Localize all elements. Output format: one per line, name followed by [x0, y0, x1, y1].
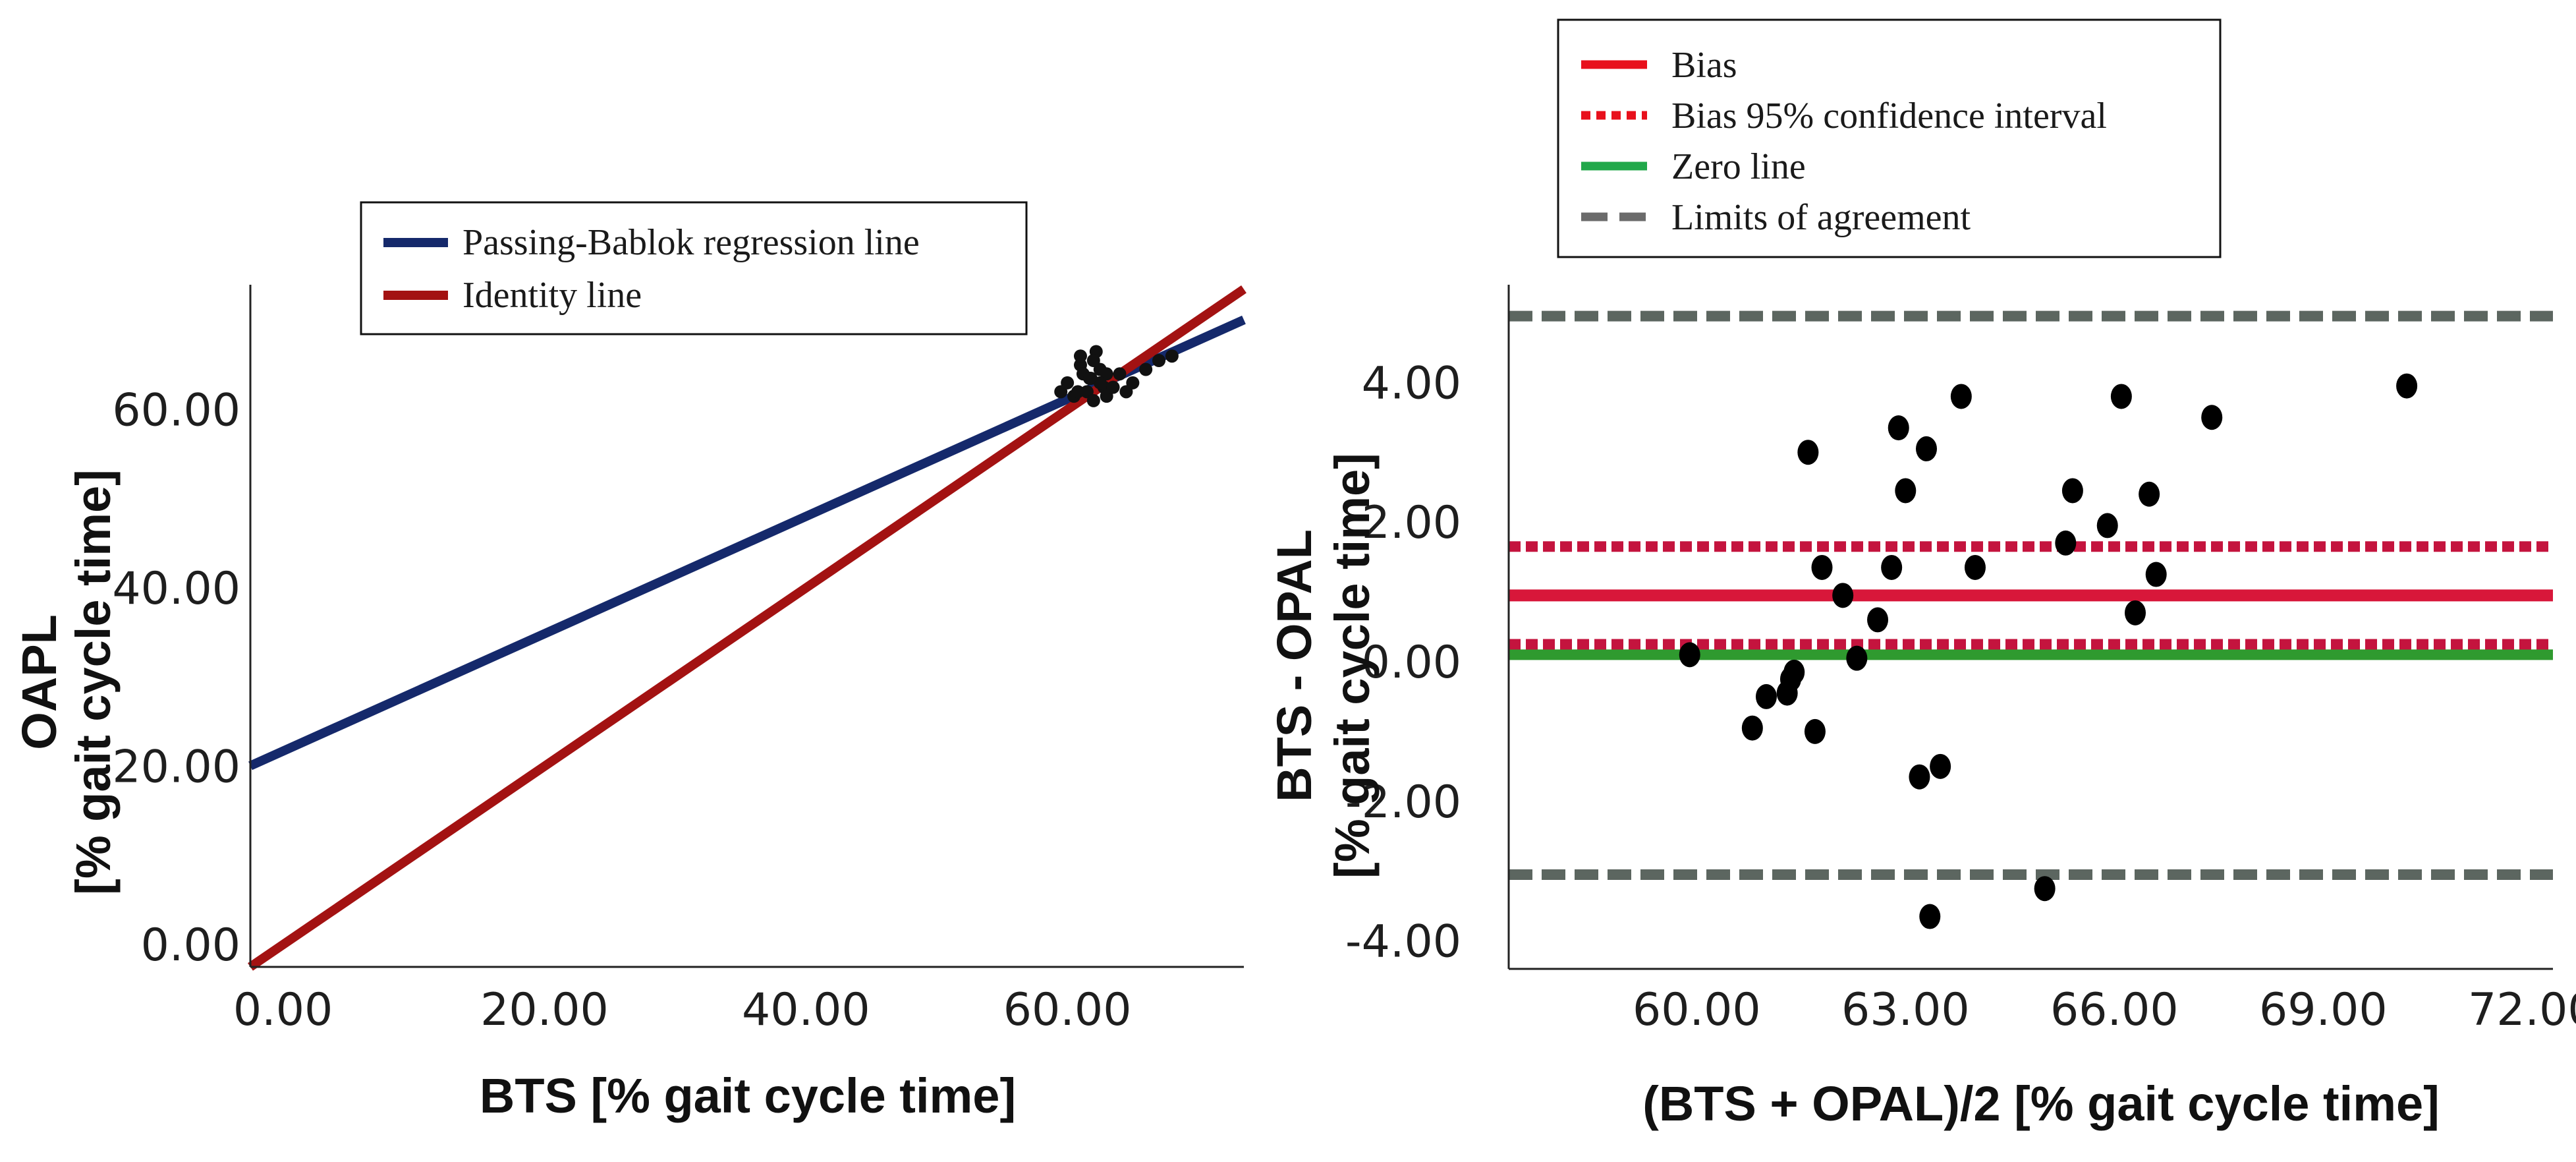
x-tick-labels: 0.00 20.00 40.00 60.00	[233, 984, 1132, 1036]
y-tick-labels: -4.00 -2.00 0.00 2.00 4.00	[1345, 357, 1461, 968]
identity-line	[248, 285, 1246, 971]
regression-lines	[248, 285, 1246, 971]
data-point	[1832, 583, 1854, 608]
data-point	[1073, 349, 1087, 363]
passing-bablok-chart: 0.00 20.00 40.00 60.00 0.0020.0040.0060.00 …	[12, 201, 1246, 1123]
bland-altman-chart: 60.00 63.00 66.00 69.00 72.00 -4.00 -2.00 0.00…	[1267, 18, 2576, 1131]
legend-box	[360, 201, 1028, 335]
x-tick-labels: 60.00 63.00 66.00 69.00 72.00	[1633, 984, 2576, 1036]
legend-label-zero: Zero line	[1671, 146, 1806, 187]
data-point	[1930, 753, 1951, 779]
data-point	[2061, 478, 2083, 504]
legend-label-bias: Bias	[1671, 45, 1737, 86]
axes	[1507, 285, 2553, 970]
data-point	[1139, 363, 1153, 376]
legend-label-regression: Passing-Bablok regression line	[462, 222, 920, 263]
data-point	[1811, 554, 1833, 580]
legend-label-limits: Limits of agreement	[1671, 197, 1971, 238]
x-tick-label: 0.00	[233, 984, 333, 1036]
data-point	[1152, 354, 1166, 367]
data-point	[1071, 385, 1085, 399]
data-point	[1165, 349, 1179, 363]
x-axis-title: (BTS + OPAL)/2 [% gait cycle time]	[1642, 1076, 2440, 1131]
data-point	[1741, 715, 1763, 741]
x-tick-label: 63.00	[1841, 984, 1970, 1036]
data-point	[1086, 393, 1100, 407]
data-point	[1783, 659, 1805, 685]
legend: Passing-Bablok regression line Identity …	[360, 201, 1028, 335]
data-point	[1061, 376, 1075, 390]
y-axis-title-line2: [% gait cycle time]	[66, 469, 121, 895]
y-tick-label: -4.00	[1345, 916, 1461, 968]
y-axis-title-line1: BTS - OPAL	[1267, 529, 1322, 802]
data-point	[2125, 600, 2146, 625]
data-point	[1126, 376, 1140, 390]
y-tick-labels: 0.00 20.00 40.00 60.00	[112, 384, 240, 972]
y-tick-label: 60.00	[112, 384, 240, 436]
data-point	[2201, 405, 2223, 430]
data-point	[1916, 436, 1937, 461]
scatter-points	[1054, 345, 1179, 407]
data-point	[1846, 645, 1868, 671]
x-tick-label: 60.00	[1633, 984, 1761, 1036]
data-point	[1895, 478, 1917, 504]
data-point	[1797, 440, 1819, 465]
data-point	[1867, 607, 1889, 633]
data-point	[1909, 764, 1930, 790]
data-point	[2110, 384, 2132, 409]
data-point	[1964, 554, 1986, 580]
x-tick-label: 66.00	[2050, 984, 2179, 1036]
data-point	[1106, 380, 1120, 394]
legend-label-identity: Identity line	[462, 275, 642, 316]
x-tick-label: 40.00	[742, 984, 870, 1036]
y-tick-label: 40.00	[112, 563, 240, 615]
y-tick-label: 0.00	[141, 919, 240, 972]
data-point	[1086, 354, 1100, 367]
data-point	[2096, 513, 2118, 538]
data-point	[2034, 876, 2056, 902]
y-tick-label: 2.00	[1362, 497, 1461, 549]
data-point	[2139, 481, 2160, 507]
y-axis-title-line1: OAPL	[12, 614, 67, 750]
axes	[249, 285, 1244, 968]
x-tick-label: 69.00	[2259, 984, 2388, 1036]
data-point	[1881, 554, 1903, 580]
y-tick-label: -2.00	[1345, 776, 1461, 828]
x-tick-label: 72.00	[2468, 984, 2576, 1036]
data-point	[1082, 372, 1096, 386]
y-axis-title-line2: [% gait cycle time]	[1325, 453, 1380, 879]
y-tick-label: 0.00	[1362, 637, 1461, 689]
data-point	[2055, 530, 2077, 556]
data-point	[1755, 683, 1777, 709]
scatter-points	[1679, 373, 2418, 929]
x-tick-label: 20.00	[480, 984, 609, 1036]
legend-box	[1557, 18, 2222, 258]
data-point	[1888, 415, 1909, 441]
data-point	[2396, 373, 2418, 399]
y-tick-label: 4.00	[1362, 357, 1461, 409]
data-point	[2145, 562, 2167, 587]
legend-label-bias-ci: Bias 95% confidence interval	[1671, 96, 2107, 136]
data-point	[1804, 718, 1826, 744]
data-point	[1919, 904, 1941, 929]
x-tick-label: 60.00	[1003, 984, 1132, 1036]
y-tick-label: 20.00	[112, 741, 240, 794]
data-point	[1113, 367, 1127, 381]
legend: Bias Bias 95% confidence interval Zero l…	[1557, 18, 2222, 258]
data-point	[1679, 642, 1700, 668]
reference-lines	[1509, 310, 2553, 881]
data-point	[1950, 384, 1972, 409]
x-axis-title: BTS [% gait cycle time]	[480, 1068, 1016, 1123]
data-point	[1093, 376, 1107, 390]
